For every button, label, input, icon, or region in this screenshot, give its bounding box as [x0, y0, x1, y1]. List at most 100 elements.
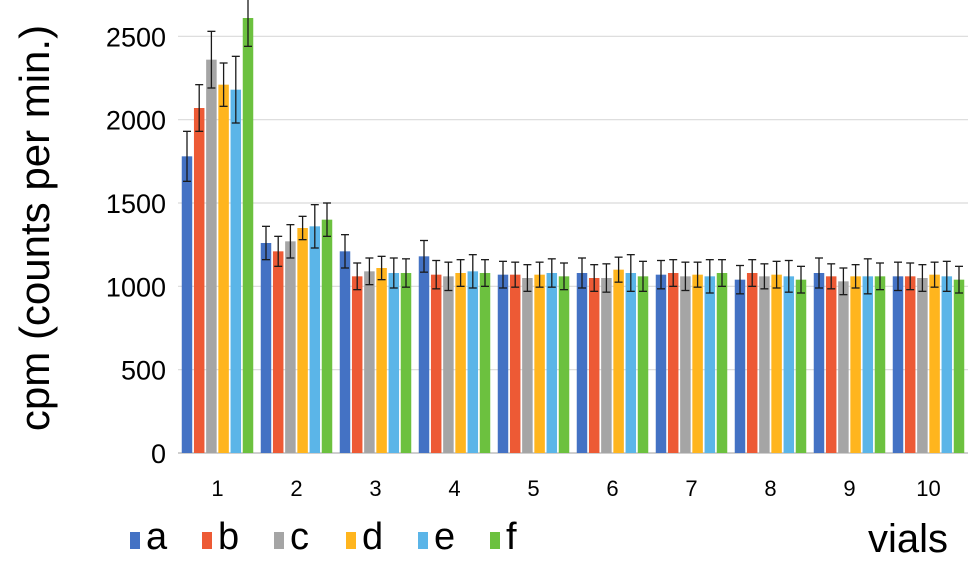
bar-f-5 — [558, 276, 570, 453]
error-bar-e-2 — [310, 204, 319, 249]
x-tick-label: 2 — [290, 476, 302, 501]
bar-d-9 — [850, 276, 861, 453]
error-bar-c-4 — [444, 261, 453, 292]
bar-d-10 — [929, 274, 940, 453]
y-tick-label: 500 — [121, 356, 166, 386]
error-bar-e-4 — [468, 254, 477, 289]
bar-c-4 — [443, 276, 454, 453]
bar-f-2 — [321, 219, 333, 453]
bar-c-9 — [838, 281, 849, 453]
y-tick-label: 1500 — [106, 189, 166, 219]
error-bar-b-4 — [432, 259, 441, 290]
error-bar-f-3 — [402, 258, 410, 288]
bar-e-3 — [388, 273, 400, 453]
error-bar-a-8 — [736, 264, 744, 295]
legend-label: d — [362, 516, 383, 558]
bar-f-10 — [953, 279, 965, 453]
error-bar-c-9 — [839, 267, 848, 296]
bar-a-6 — [576, 273, 588, 453]
bar-a-2 — [260, 243, 272, 453]
error-bar-a-2 — [262, 225, 270, 261]
bar-e-8 — [783, 276, 795, 453]
bars — [181, 18, 965, 454]
legend: a b c d e f — [130, 516, 517, 558]
error-bar-d-3 — [377, 255, 386, 281]
legend-item-c: c — [274, 516, 309, 558]
gridlines — [178, 35, 968, 454]
legend-label: e — [434, 516, 455, 558]
bar-c-6 — [601, 278, 612, 453]
error-bar-c-5 — [523, 264, 532, 292]
error-bar-c-2 — [286, 224, 295, 259]
bar-d-2 — [297, 228, 308, 453]
error-bar-a-10 — [894, 261, 902, 292]
bar-f-6 — [637, 276, 649, 453]
x-tick-label: 1 — [211, 476, 223, 501]
legend-item-b: b — [202, 516, 239, 558]
error-bar-c-3 — [365, 257, 374, 286]
y-tick-label: 2500 — [106, 22, 166, 52]
legend-swatch — [418, 532, 428, 549]
bar-a-1 — [181, 156, 193, 454]
error-bar-d-10 — [930, 261, 939, 288]
bar-f-4 — [479, 273, 491, 453]
x-tick-labels: 1 2 3 4 5 6 7 8 9 10 — [211, 476, 940, 501]
bar-a-7 — [655, 274, 667, 453]
error-bar-a-1 — [183, 130, 191, 182]
error-bar-b-3 — [353, 262, 362, 291]
bar-a-5 — [497, 274, 509, 453]
bar-c-1 — [206, 59, 217, 454]
bar-d-3 — [376, 268, 387, 453]
bar-c-10 — [917, 278, 928, 453]
bar-a-8 — [734, 279, 746, 453]
error-bar-f-6 — [639, 260, 647, 292]
error-bar-a-3 — [341, 234, 349, 269]
error-bar-f-9 — [876, 262, 884, 291]
error-bar-d-2 — [298, 215, 307, 241]
error-bar-b-1 — [195, 84, 204, 132]
bar-b-2 — [272, 251, 284, 453]
error-bar-c-1 — [207, 30, 216, 89]
x-tick-label: 5 — [527, 476, 539, 501]
x-tick-label: 8 — [764, 476, 776, 501]
error-bar-f-4 — [481, 259, 489, 287]
error-bar-a-5 — [499, 260, 507, 289]
bar-e-2 — [309, 226, 321, 453]
error-bar-e-3 — [389, 257, 398, 289]
error-bar-f-2 — [323, 202, 331, 237]
bar-a-4 — [418, 256, 430, 453]
error-bar-a-9 — [815, 257, 823, 289]
bar-b-1 — [193, 108, 205, 453]
legend-item-e: e — [418, 516, 455, 558]
error-bar-f-5 — [560, 262, 568, 291]
bar-b-6 — [588, 278, 600, 453]
x-tick-label: 6 — [606, 476, 618, 501]
bar-c-5 — [522, 278, 533, 453]
bar-d-6 — [613, 269, 624, 453]
bar-f-9 — [874, 276, 886, 453]
bar-a-3 — [339, 251, 351, 453]
legend-swatch — [130, 532, 140, 549]
error-bar-b-2 — [274, 235, 283, 267]
error-bar-e-10 — [942, 260, 951, 292]
x-axis-label: vials — [868, 517, 948, 561]
bar-b-3 — [351, 276, 363, 453]
error-bar-d-8 — [772, 260, 781, 289]
error-bar-b-8 — [748, 259, 757, 287]
error-bar-a-6 — [578, 257, 586, 289]
bar-b-5 — [509, 274, 521, 453]
bar-f-7 — [716, 273, 728, 453]
x-tick-label: 7 — [685, 476, 697, 501]
bar-f-1 — [242, 18, 254, 453]
error-bar-d-7 — [693, 261, 702, 288]
error-bar-c-10 — [918, 264, 927, 292]
legend-swatch — [202, 532, 212, 549]
error-bar-e-8 — [784, 259, 793, 293]
bar-f-3 — [400, 273, 412, 453]
error-bar-d-4 — [456, 259, 465, 287]
legend-swatch — [346, 532, 356, 549]
x-tick-label: 3 — [369, 476, 381, 501]
bar-e-9 — [862, 276, 874, 453]
error-bar-d-1 — [219, 62, 228, 107]
